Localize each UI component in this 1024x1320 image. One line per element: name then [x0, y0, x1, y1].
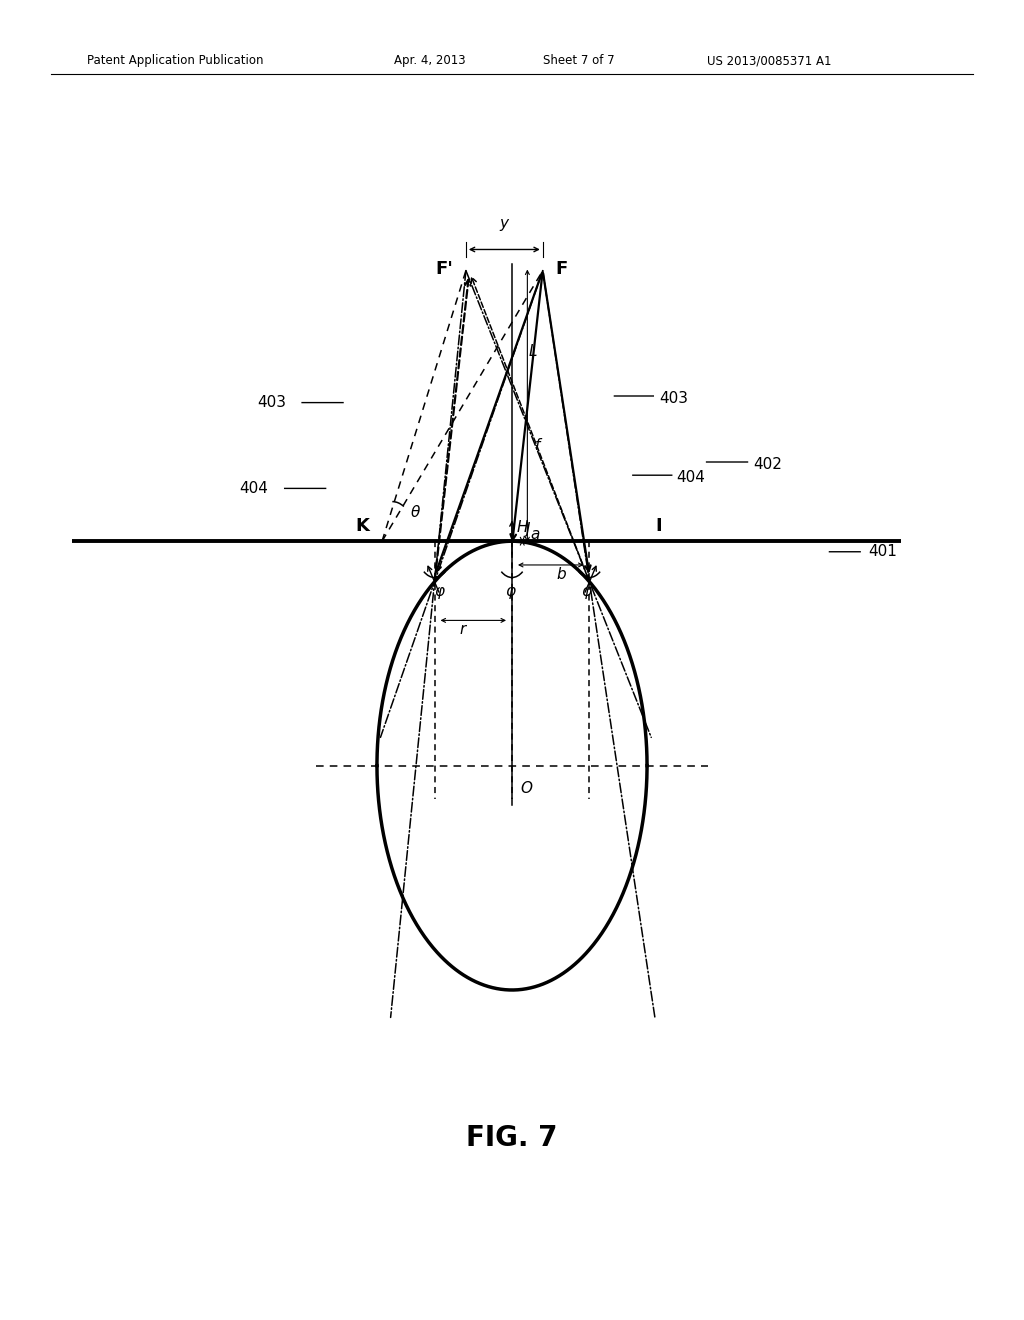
Text: Patent Application Publication: Patent Application Publication	[87, 54, 263, 67]
Text: a: a	[530, 527, 540, 543]
Text: 404: 404	[240, 480, 268, 496]
Text: I: I	[655, 516, 662, 535]
Text: 404: 404	[676, 470, 705, 486]
Text: y: y	[500, 216, 509, 231]
Text: F': F'	[436, 260, 454, 279]
Text: φ: φ	[434, 583, 444, 599]
Text: O: O	[520, 781, 532, 796]
Text: H: H	[516, 520, 527, 535]
Text: 403: 403	[659, 391, 688, 407]
Text: Apr. 4, 2013: Apr. 4, 2013	[394, 54, 466, 67]
Text: f: f	[535, 438, 540, 453]
Text: θ: θ	[412, 504, 421, 520]
Text: FIG. 7: FIG. 7	[466, 1123, 558, 1152]
Text: 401: 401	[868, 544, 897, 560]
Text: Sheet 7 of 7: Sheet 7 of 7	[543, 54, 614, 67]
Text: b: b	[556, 566, 566, 582]
Text: 402: 402	[754, 457, 782, 473]
Text: φ: φ	[505, 583, 515, 599]
Text: J: J	[525, 523, 529, 537]
Text: r: r	[460, 622, 466, 638]
Text: F: F	[555, 260, 567, 279]
Text: 403: 403	[258, 395, 287, 411]
Text: K: K	[355, 516, 369, 535]
Text: φ: φ	[582, 583, 592, 599]
Text: L: L	[528, 345, 537, 359]
Text: US 2013/0085371 A1: US 2013/0085371 A1	[707, 54, 831, 67]
